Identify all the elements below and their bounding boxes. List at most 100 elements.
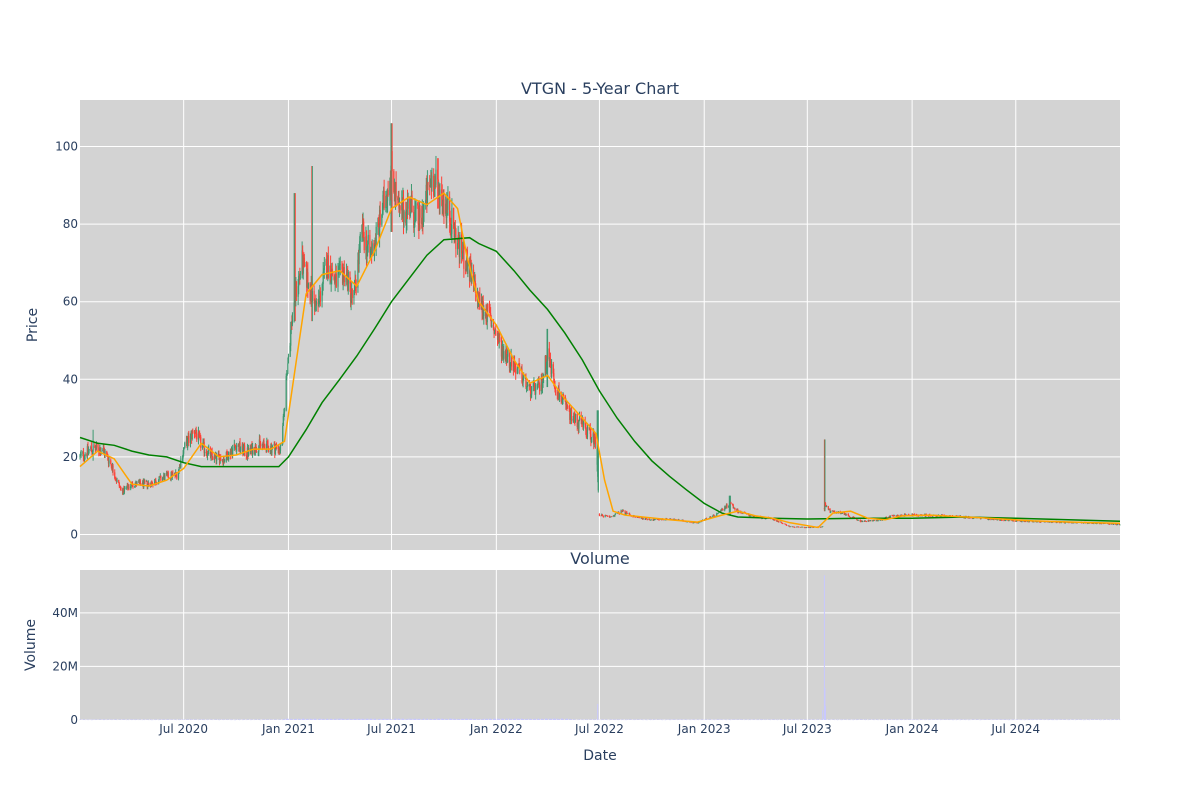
candle-body: [168, 472, 169, 477]
volume-bar: [292, 719, 293, 720]
volume-bar: [890, 719, 891, 720]
candle-body: [607, 516, 608, 517]
candle-body: [443, 199, 444, 213]
candle-body: [324, 265, 325, 270]
candle-body: [866, 521, 867, 522]
candle-body: [172, 473, 173, 474]
volume-bar: [994, 719, 995, 720]
volume-y-tick-label: 40M: [52, 606, 78, 620]
candle-body: [527, 384, 528, 386]
candle-body: [1013, 521, 1014, 522]
candle-body: [894, 515, 895, 516]
volume-bar: [296, 719, 297, 720]
volume-bar: [571, 719, 572, 720]
candle-body: [330, 266, 331, 283]
candle-body: [1049, 522, 1050, 523]
volume-bar: [499, 719, 500, 720]
candle-body: [1017, 521, 1018, 522]
volume-x-tick-label: Jan 2022: [469, 722, 523, 736]
volume-bar: [420, 719, 421, 720]
volume-bar: [435, 719, 436, 720]
candle-body: [826, 506, 827, 507]
candle-body: [595, 440, 596, 444]
candle-body: [81, 454, 82, 455]
volume-bar: [719, 719, 720, 720]
candle-body: [462, 252, 463, 259]
volume-bar: [491, 719, 492, 720]
candle-body: [914, 514, 915, 515]
volume-bar: [451, 719, 452, 720]
volume-bar: [105, 719, 106, 720]
candle-body: [495, 330, 496, 336]
volume-x-tick-label: Jul 2023: [782, 722, 832, 736]
candle-body: [575, 414, 576, 421]
volume-bar: [180, 719, 181, 720]
candle-body: [187, 438, 188, 447]
volume-plot-area: [80, 570, 1120, 720]
volume-bar: [344, 719, 345, 720]
candle-body: [399, 206, 400, 210]
volume-bar: [842, 719, 843, 720]
price-y-tick-label: 20: [63, 450, 78, 464]
candle-body: [722, 510, 723, 511]
candle-body: [114, 472, 115, 478]
volume-bar: [396, 719, 397, 720]
volume-x-tick-label: Jan 2023: [677, 722, 731, 736]
candle-body: [316, 301, 317, 306]
candle-body: [555, 390, 556, 393]
volume-bar: [547, 719, 548, 720]
volume-x-tick-label: Jan 2021: [261, 722, 315, 736]
volume-y-tick-label: 0: [70, 713, 78, 727]
volume-bar: [392, 719, 393, 720]
candle-body: [308, 283, 309, 288]
volume-bar: [304, 719, 305, 720]
candle-body: [523, 378, 524, 379]
volume-bar: [408, 719, 409, 720]
candle-body: [144, 481, 145, 482]
candle-body: [535, 387, 536, 394]
candle-body: [288, 357, 289, 364]
candle-body: [292, 314, 293, 324]
volume-bar: [551, 719, 552, 720]
candle-body: [858, 520, 859, 521]
candle-body: [804, 527, 805, 528]
candle-body: [220, 458, 221, 461]
candle-body: [551, 364, 552, 374]
volume-bar: [431, 719, 432, 720]
candle-body: [491, 325, 492, 326]
volume-bar: [822, 710, 823, 720]
candle-body: [286, 376, 287, 410]
candle-body: [260, 442, 261, 445]
candle-body: [96, 444, 97, 447]
candle-body: [160, 476, 161, 481]
volume-bar: [527, 719, 528, 720]
candle-body: [802, 527, 803, 528]
volume-bar: [1093, 719, 1094, 720]
candle-body: [1093, 524, 1094, 525]
candle-body: [120, 488, 121, 489]
candle-body: [598, 449, 599, 490]
candle-body: [92, 446, 93, 452]
candle-body: [126, 488, 127, 489]
candle-body: [392, 151, 393, 171]
volume-bar: [651, 719, 652, 720]
candle-body: [626, 512, 627, 513]
volume-bar: [1002, 719, 1003, 720]
volume-bar: [511, 719, 512, 720]
candle-body: [192, 431, 193, 432]
candle-body: [403, 211, 404, 222]
volume-bar: [515, 719, 516, 720]
candle-body: [196, 434, 197, 440]
volume-bar: [360, 719, 361, 720]
candle-body: [124, 488, 125, 489]
price-y-tick-label: 100: [55, 140, 78, 154]
volume-bar: [136, 719, 137, 720]
candle-body: [774, 520, 775, 521]
candle-body: [372, 243, 373, 255]
volume-bar: [487, 719, 488, 720]
price-y-tick-label: 0: [70, 527, 78, 541]
candle-body: [116, 480, 117, 482]
candle-body: [407, 199, 408, 209]
price-y-tick-label: 80: [63, 217, 78, 231]
